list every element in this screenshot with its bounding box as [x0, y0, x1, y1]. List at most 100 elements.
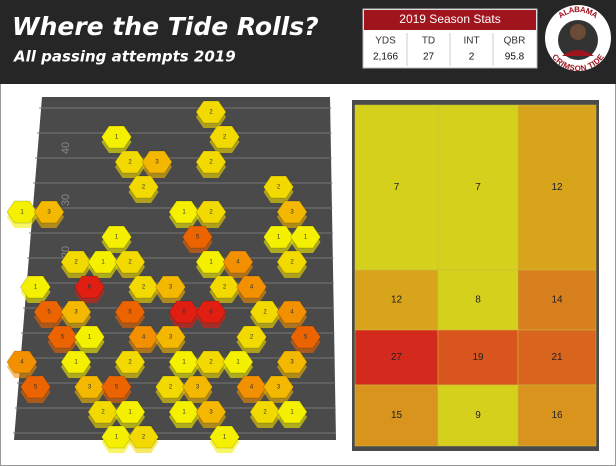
heat-label: 14 [551, 295, 563, 306]
hex [195, 400, 227, 424]
stat-value: 2,166 [373, 52, 398, 63]
hex-label: 3 [155, 160, 159, 166]
hex-label: 3 [88, 385, 92, 391]
hex-label: 2 [169, 385, 173, 391]
hex [195, 200, 227, 224]
hex-layer: 2 1 2 2 3 2 2 2 1 3 1 2 3 1 5 1 1 2 1 2 1 4 2 1 6 2 3 2 4 5 3 5 6 6 2 4 5 1 4 3… [6, 100, 322, 454]
hex-label: 2 [209, 360, 213, 366]
hex-label: 2 [128, 360, 132, 366]
stat-value: 95.8 [505, 52, 525, 63]
hex-label: 2 [142, 285, 146, 291]
hex [127, 275, 160, 299]
hex [208, 125, 241, 149]
hex [289, 225, 322, 249]
hex-label: 2 [209, 110, 213, 116]
heat-cell [437, 269, 519, 331]
hex-label: 3 [277, 385, 281, 391]
hex [168, 200, 200, 224]
hex-label: 2 [263, 410, 267, 416]
hex-label: 1 [101, 260, 105, 266]
hex [235, 275, 268, 299]
hex [114, 300, 146, 324]
hex [154, 325, 187, 349]
hex [208, 425, 241, 449]
yard-label: 40 [60, 142, 72, 154]
hex [168, 350, 200, 374]
hex [73, 275, 106, 299]
hex-label: 1 [128, 410, 132, 416]
hex-label: 2 [223, 285, 227, 291]
hex [208, 275, 241, 299]
hex [100, 425, 133, 449]
logo-face [570, 24, 586, 40]
hex-label: 1 [236, 360, 240, 366]
hex-label: 5 [196, 235, 200, 241]
heat-cell [517, 384, 597, 447]
heat-cell [517, 104, 597, 271]
hex-label: 2 [128, 160, 132, 166]
hex [276, 300, 308, 324]
hex [60, 350, 92, 374]
logo-top-path: ALABAMA [557, 5, 600, 20]
hex [276, 350, 308, 374]
hex [168, 400, 200, 424]
hex [262, 375, 295, 399]
stat-label: INT [463, 36, 479, 47]
hex [168, 300, 200, 324]
hex-label: 4 [20, 360, 24, 366]
hex [73, 375, 106, 399]
hex-label: 2 [142, 435, 146, 441]
stat-label: QBR [504, 36, 526, 47]
hex-label: 6 [182, 310, 186, 316]
hex [19, 375, 52, 399]
hex-label: 6 [88, 285, 92, 291]
heat-label: 19 [472, 352, 484, 363]
heat-cell [517, 269, 597, 331]
hex [100, 225, 133, 249]
hex [181, 375, 214, 399]
hex-label: 1 [115, 235, 119, 241]
hex [60, 300, 92, 324]
hex-label: 3 [169, 285, 173, 291]
heat-label: 7 [475, 182, 481, 193]
hex-label: 2 [277, 185, 281, 191]
hex [33, 300, 65, 324]
hex-label: 4 [142, 335, 146, 341]
hex [87, 250, 119, 274]
hex [262, 175, 295, 199]
hex-label: 1 [115, 135, 119, 141]
hex [127, 425, 160, 449]
heat-cell [437, 104, 519, 271]
stats-columns: YDS 2,166 TD 27 INT 2 QBR 95.8 [373, 33, 525, 66]
hex-label: 2 [223, 135, 227, 141]
hex [195, 300, 227, 324]
hex [114, 350, 146, 374]
heat-layer: 7 7 12 12 8 14 27 19 21 15 9 16 [354, 104, 597, 447]
stat-label: YDS [375, 36, 396, 47]
hex-label: 5 [34, 385, 38, 391]
stats-header [364, 10, 536, 30]
hex-label: 2 [142, 185, 146, 191]
hex [60, 250, 92, 274]
hex-label: 1 [115, 435, 119, 441]
hex-label: 1 [223, 435, 227, 441]
hex-label: 4 [290, 310, 294, 316]
hex [100, 375, 133, 399]
hex-label: 1 [34, 285, 38, 291]
hex-label: 5 [115, 385, 119, 391]
hex [114, 400, 146, 424]
heat-label: 12 [391, 295, 403, 306]
hex-label: 1 [88, 335, 92, 341]
hex-label: 4 [250, 385, 254, 391]
hex [222, 350, 254, 374]
hex-label: 3 [196, 385, 200, 391]
hex-label: 4 [236, 260, 240, 266]
heat-label: 16 [551, 410, 563, 421]
hex [276, 200, 308, 224]
hex-label: 1 [182, 410, 186, 416]
hex [127, 325, 160, 349]
hex [235, 375, 268, 399]
yard-label: 30 [60, 194, 72, 206]
